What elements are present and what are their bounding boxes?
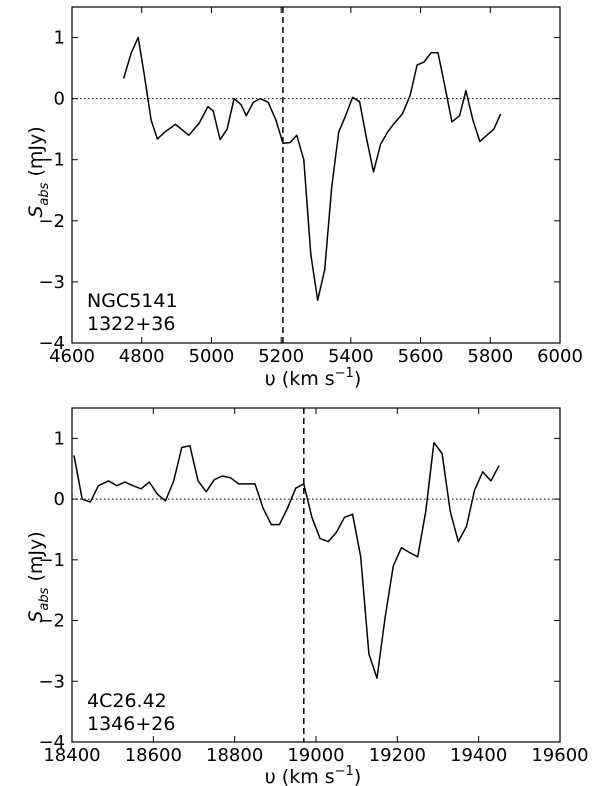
x-axis-label: υ (km s−1)	[265, 366, 362, 390]
y-tick-label: −3	[38, 671, 65, 692]
x-tick-label: 18600	[125, 745, 182, 766]
source-name-label: NGC5141	[87, 290, 178, 312]
y-tick-label: 1	[54, 28, 65, 49]
x-tick-label: 19400	[450, 745, 507, 766]
source-coord-label: 1322+36	[87, 313, 175, 335]
plot-area: 18400 18600 18800 19000 19200 19400 19600 1 0 −1 −…	[38, 407, 589, 766]
x-tick-label: 5200	[258, 346, 304, 367]
x-tick-label: 19200	[369, 745, 426, 766]
spectrum-line	[122, 36, 502, 301]
source-name-label: 4C26.42	[87, 690, 167, 712]
plot-frame	[71, 6, 561, 344]
panel-4c26-42: 18400 18600 18800 19000 19200 19400 19600 1 0 −1 −…	[25, 407, 589, 786]
y-tick-label: 1	[54, 428, 65, 449]
x-tick-label: 5000	[189, 346, 235, 367]
x-tick-label: 4800	[119, 346, 165, 367]
y-tick-label: −3	[38, 272, 65, 293]
y-tick-label: −2	[38, 211, 65, 232]
y-tick-label: 0	[54, 89, 65, 110]
x-tick-label: 4600	[49, 346, 95, 367]
y-tick-label: 0	[54, 489, 65, 510]
x-tick-label: 5800	[467, 346, 513, 367]
x-tick-label: 18800	[206, 745, 263, 766]
x-tick-label: 5600	[398, 346, 444, 367]
x-tick-label: 19600	[531, 745, 588, 766]
x-tick-label: 5400	[328, 346, 374, 367]
y-axis-label: Sabs (mJy)	[25, 531, 52, 622]
source-coord-label: 1346+26	[87, 713, 175, 735]
x-axis-label: υ (km s−1)	[265, 764, 362, 786]
y-tick-label: −2	[38, 611, 65, 632]
plot-area: 4600 4800 5000 5200 5400 5600 5800 6000 1 0 −1 −2 −3…	[38, 6, 583, 367]
y-tick-label: −4	[38, 732, 65, 753]
y-tick-label: −4	[38, 333, 65, 354]
spectrum-line	[73, 441, 500, 679]
x-tick-label: 18400	[43, 745, 100, 766]
x-tick-label: 19000	[287, 745, 344, 766]
x-tick-label: 6000	[537, 346, 583, 367]
y-tick-label: −1	[38, 550, 65, 571]
y-tick-label: −1	[38, 150, 65, 171]
y-axis-label: Sabs (mJy)	[25, 126, 52, 217]
panel-ngc5141: 4600 4800 5000 5200 5400 5600 5800 6000 1 0 −1 −2 −3…	[25, 6, 583, 390]
